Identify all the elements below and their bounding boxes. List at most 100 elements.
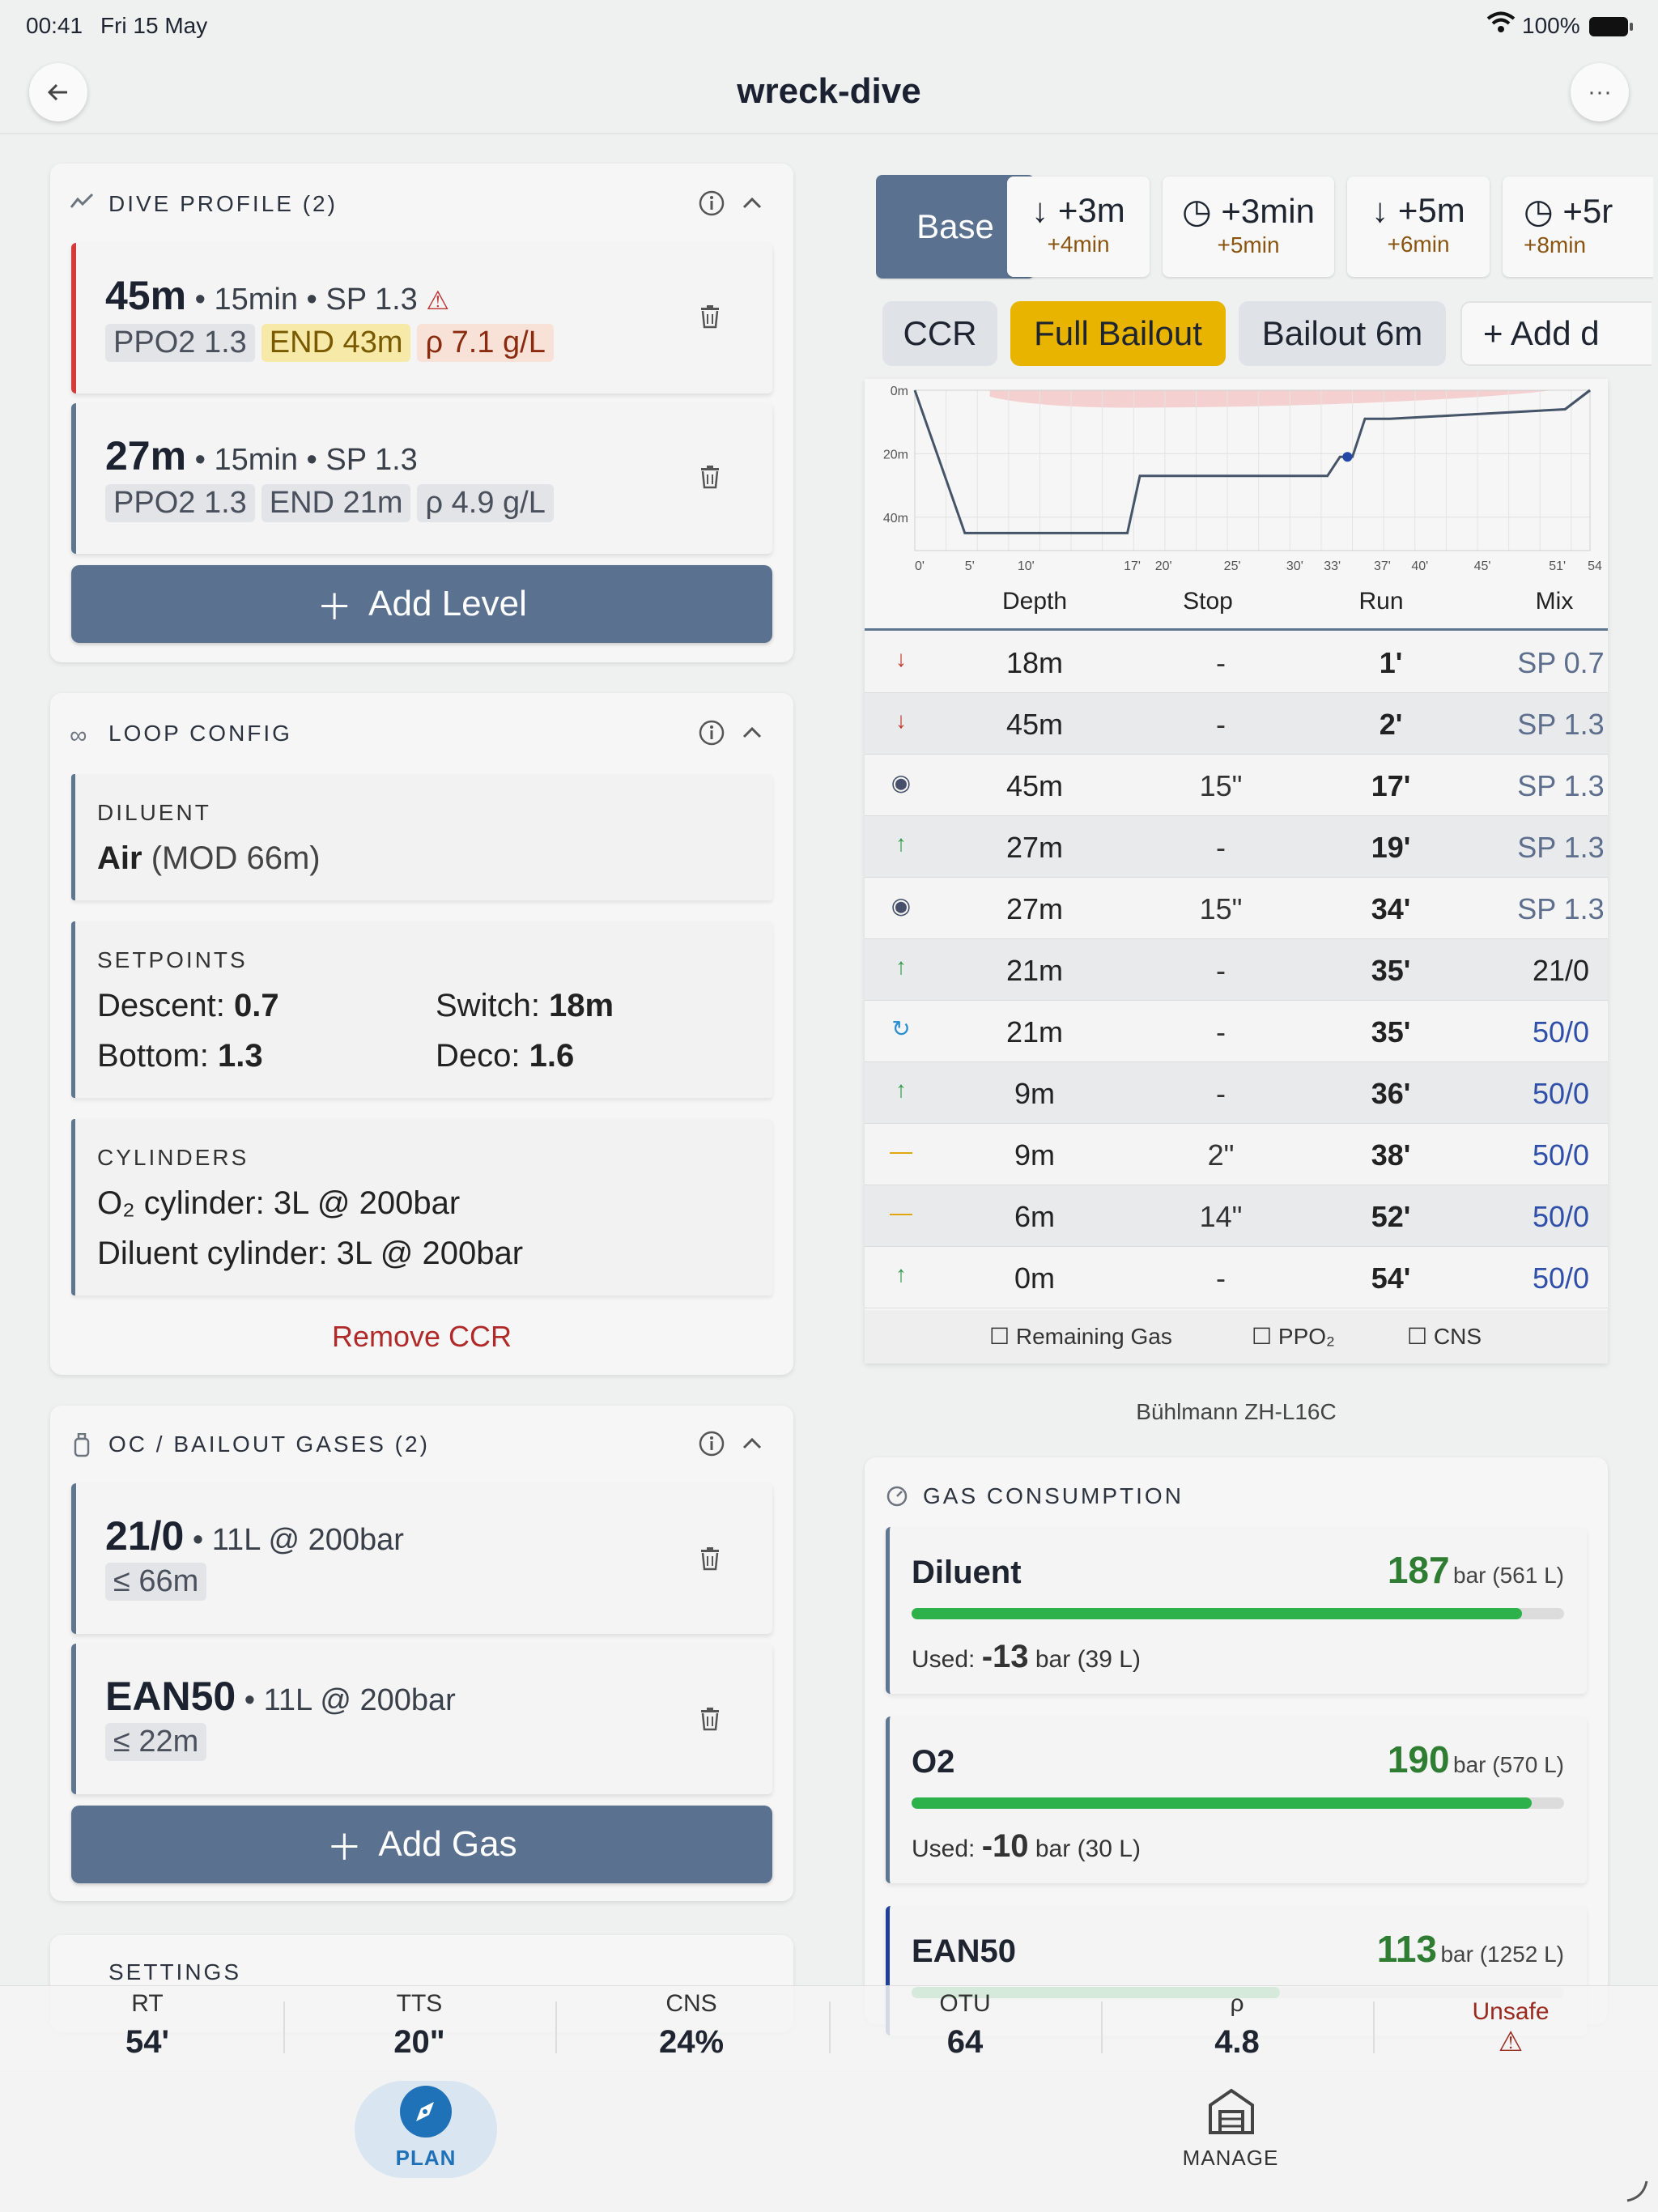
remove-ccr-button[interactable]: Remove CCR <box>331 1320 512 1353</box>
arrow-left-icon <box>47 83 67 101</box>
gas-remaining: 190 bar (570 L) <box>1387 1738 1564 1780</box>
unsafe-indicator[interactable]: Unsafe ⚠ <box>1430 1990 1592 2058</box>
cylinder-icon <box>73 1432 91 1461</box>
status-time: 00:41 <box>26 13 83 38</box>
scenario-tab[interactable]: ↓ +3m +4min <box>1007 177 1150 277</box>
x-tick-label: 5' <box>965 559 975 570</box>
table-row[interactable]: ◉ 27m 15" 34' SP 1.3 <box>865 878 1608 939</box>
y-tick-label: 20m <box>883 448 908 462</box>
status-bar: 00:41 Fri 15 May 100% <box>0 0 1658 52</box>
mode-bailout-6m[interactable]: Bailout 6m <box>1239 301 1446 366</box>
gas-remaining: 113 bar (1252 L) <box>1376 1928 1564 1970</box>
loop-config-title: LOOP CONFIG <box>108 721 292 746</box>
scenario-tab[interactable]: ◷ +5r +8min <box>1503 177 1653 277</box>
chevron-up-icon[interactable] <box>740 191 764 219</box>
more-button[interactable]: ··· <box>1571 63 1629 121</box>
toggle-cns[interactable]: ☐ CNS <box>1407 1324 1482 1349</box>
trash-icon[interactable] <box>699 304 721 336</box>
garage-icon[interactable] <box>1206 2086 1256 2140</box>
cell-run: 36' <box>1371 1077 1411 1110</box>
scenario-tab[interactable]: ↓ +5m +6min <box>1347 177 1490 277</box>
table-row[interactable]: — 6m 14" 52' 50/0 <box>865 1185 1608 1247</box>
ascent-segment <box>1564 389 1591 410</box>
cell-run: 19' <box>1371 831 1411 864</box>
gas-item[interactable] <box>71 1483 772 1634</box>
cell-mix: 50/0 <box>1532 1015 1590 1049</box>
diluent-value: Air (MOD 66m) <box>97 840 321 876</box>
x-tick-label: 10' <box>1018 559 1035 570</box>
clock-icon: ◷ <box>1524 192 1554 230</box>
gas-summary: EAN50 • 11L @ 200bar <box>105 1674 456 1719</box>
level-item[interactable] <box>71 243 772 393</box>
trash-icon[interactable] <box>699 465 721 496</box>
col-run: Run <box>1358 588 1404 615</box>
x-tick-label: 33' <box>1324 559 1341 570</box>
x-tick-label: 51' <box>1549 559 1566 570</box>
table-row[interactable]: ↑ 27m - 19' SP 1.3 <box>865 816 1608 878</box>
gas-remaining: 187 bar (561 L) <box>1387 1549 1564 1591</box>
chevron-up-icon[interactable] <box>740 1431 764 1460</box>
cell-run: 1' <box>1379 646 1403 679</box>
setpoints-label: SETPOINTS <box>97 947 248 972</box>
table-row[interactable]: ↑ 0m - 54' 50/0 <box>865 1247 1608 1308</box>
scenario-tab[interactable]: ◷ +3min +5min <box>1163 177 1334 277</box>
loop-icon: ∞ <box>70 722 87 749</box>
table-toggles: ☐ Remaining Gas ☐ PPO₂ ☐ CNS <box>865 1310 1608 1363</box>
gas-summary: 21/0 • 11L @ 200bar <box>105 1513 404 1559</box>
clock-icon: ◷ <box>1182 192 1212 230</box>
chart-line-icon <box>70 191 96 215</box>
cell-mix: SP 1.3 <box>1517 831 1605 864</box>
table-row[interactable]: ↓ 18m - 1' SP 0.7 <box>865 632 1608 693</box>
mode-full-bailout[interactable]: Full Bailout <box>1010 301 1226 366</box>
trash-icon[interactable] <box>699 1707 721 1738</box>
diluent-cylinder: Diluent cylinder: 3L @ 200bar <box>97 1236 524 1271</box>
tab-bar <box>0 2071 1658 2212</box>
x-tick-label: 30' <box>1286 559 1303 570</box>
settings-title: SETTINGS <box>108 1959 242 1984</box>
cell-run: 38' <box>1371 1138 1411 1172</box>
table-row[interactable]: ↓ 45m - 2' SP 1.3 <box>865 693 1608 755</box>
cell-stop: - <box>1216 708 1226 741</box>
table-row[interactable]: ◉ 45m 15" 17' SP 1.3 <box>865 755 1608 816</box>
add-level-button[interactable]: ＋ Add Level <box>71 565 772 643</box>
back-button[interactable] <box>29 63 87 121</box>
cell-stop: - <box>1216 1077 1226 1110</box>
setpoints-section[interactable] <box>71 921 772 1098</box>
cell-depth: 27m <box>1005 892 1064 925</box>
ppo2-chip: PPO2 1.3 <box>105 484 255 522</box>
add-gas-button[interactable]: ＋ Add Gas <box>71 1806 772 1883</box>
gas-item[interactable] <box>71 1644 772 1794</box>
page-title: wreck-dive <box>737 71 921 111</box>
table-row[interactable]: — 9m 2" 38' 50/0 <box>865 1124 1608 1185</box>
cell-depth: 9m <box>1014 1138 1055 1172</box>
col-depth: Depth <box>1001 588 1068 615</box>
gas-progress-track <box>912 1797 1564 1809</box>
mode-ccr[interactable]: CCR <box>882 301 997 366</box>
gas-mod: ≤ 66m <box>105 1563 213 1601</box>
cell-depth: 18m <box>1005 646 1064 679</box>
gas-consumption-title: GAS CONSUMPTION <box>923 1483 1184 1508</box>
trash-icon[interactable] <box>699 1546 721 1578</box>
x-tick-label: 54 <box>1588 559 1602 570</box>
cell-mix: 50/0 <box>1532 1261 1590 1295</box>
toggle-ppo2[interactable]: ☐ PPO₂ <box>1252 1324 1335 1349</box>
row-icon: ◉ <box>891 770 912 795</box>
info-icon[interactable] <box>698 1430 725 1461</box>
density-chip: ρ 4.9 g/L <box>417 484 554 522</box>
table-row[interactable]: ↑ 9m - 36' 50/0 <box>865 1062 1608 1124</box>
mode-pills: CCR Full Bailout Bailout 6m + Add d <box>882 300 1652 369</box>
chevron-up-icon[interactable] <box>740 721 764 749</box>
diluent-section[interactable] <box>71 774 772 900</box>
cylinders-section[interactable] <box>71 1119 772 1295</box>
toggle-remaining-gas[interactable]: ☐ Remaining Gas <box>989 1324 1172 1349</box>
table-row[interactable]: ↑ 21m - 35' 21/0 <box>865 939 1608 1001</box>
cell-mix: SP 1.3 <box>1517 892 1605 925</box>
add-mode-button[interactable]: + Add d <box>1460 301 1652 366</box>
level-item[interactable] <box>71 403 772 554</box>
row-icon: ↓ <box>895 646 907 671</box>
table-row[interactable]: ↻ 21m - 35' 50/0 <box>865 1001 1608 1062</box>
info-icon[interactable] <box>698 189 725 221</box>
y-tick-label: 0m <box>891 385 908 398</box>
info-icon[interactable] <box>698 719 725 751</box>
deco-setpoint: Deco: 1.6 <box>436 1038 575 1074</box>
